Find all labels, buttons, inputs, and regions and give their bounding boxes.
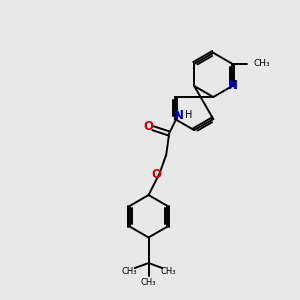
Text: CH₃: CH₃: [121, 267, 136, 276]
Text: H: H: [184, 110, 192, 120]
Text: CH₃: CH₃: [254, 59, 271, 68]
Text: CH₃: CH₃: [160, 267, 176, 276]
Text: N: N: [174, 109, 184, 122]
Text: O: O: [144, 120, 154, 133]
Text: O: O: [152, 168, 162, 181]
Text: N: N: [227, 80, 237, 92]
Text: CH₃: CH₃: [141, 278, 156, 287]
